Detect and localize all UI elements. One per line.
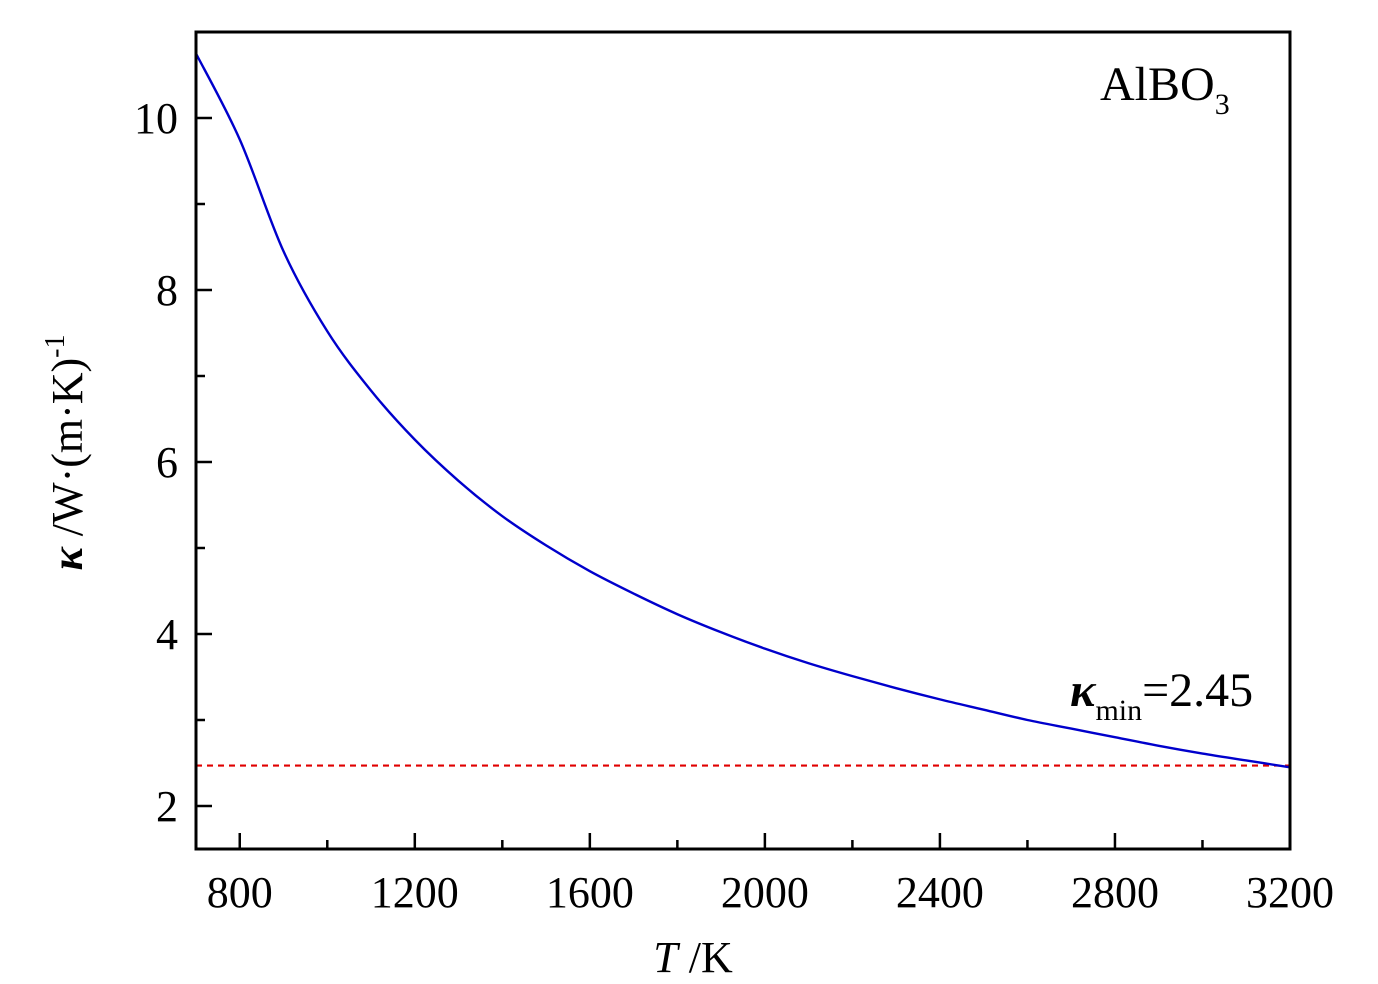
compound-label-main: AlBO	[1100, 58, 1215, 111]
y-tick-label: 10	[134, 94, 178, 143]
y-tick-label: 8	[156, 266, 178, 315]
series-line-0	[194, 52, 1291, 769]
x-tick-label: 1600	[546, 868, 634, 917]
y-axis-title-unit: /W·(m·K)	[43, 358, 92, 547]
y-tick-label: 4	[156, 610, 178, 659]
compound-label: AlBO3	[1100, 58, 1230, 121]
x-tick-label: 2800	[1071, 868, 1159, 917]
y-tick-label: 6	[156, 438, 178, 487]
x-axis-title-unit: /K	[678, 933, 733, 982]
x-tick-label: 2000	[721, 868, 809, 917]
axis-ticks: 800 1200 1600 2000 2400 2800 3200 2 4 6 8 10	[134, 30, 1334, 917]
x-tick-label: 1200	[371, 868, 459, 917]
x-axis-title: T /K	[653, 933, 733, 982]
y-tick-label: 2	[156, 782, 178, 831]
kappa-min-value: =2.45	[1142, 664, 1253, 717]
plot-content	[194, 52, 1291, 769]
y-axis-title: κ /W·(m·K)-1	[40, 334, 92, 570]
x-tick-label: 3200	[1246, 868, 1334, 917]
y-axis-title-symbol: κ	[43, 546, 92, 571]
kappa-min-symbol: κ	[1070, 664, 1097, 717]
kappa-min-subscript: min	[1095, 694, 1142, 727]
x-axis-title-symbol: T	[653, 933, 681, 982]
x-tick-label: 800	[207, 868, 273, 917]
plot-frame	[194, 30, 1292, 851]
compound-label-sub: 3	[1215, 88, 1230, 121]
x-tick-label: 2400	[896, 868, 984, 917]
y-axis-title-sup: -1	[40, 334, 71, 357]
kappa-min-annotation: κmin=2.45	[1070, 664, 1253, 727]
